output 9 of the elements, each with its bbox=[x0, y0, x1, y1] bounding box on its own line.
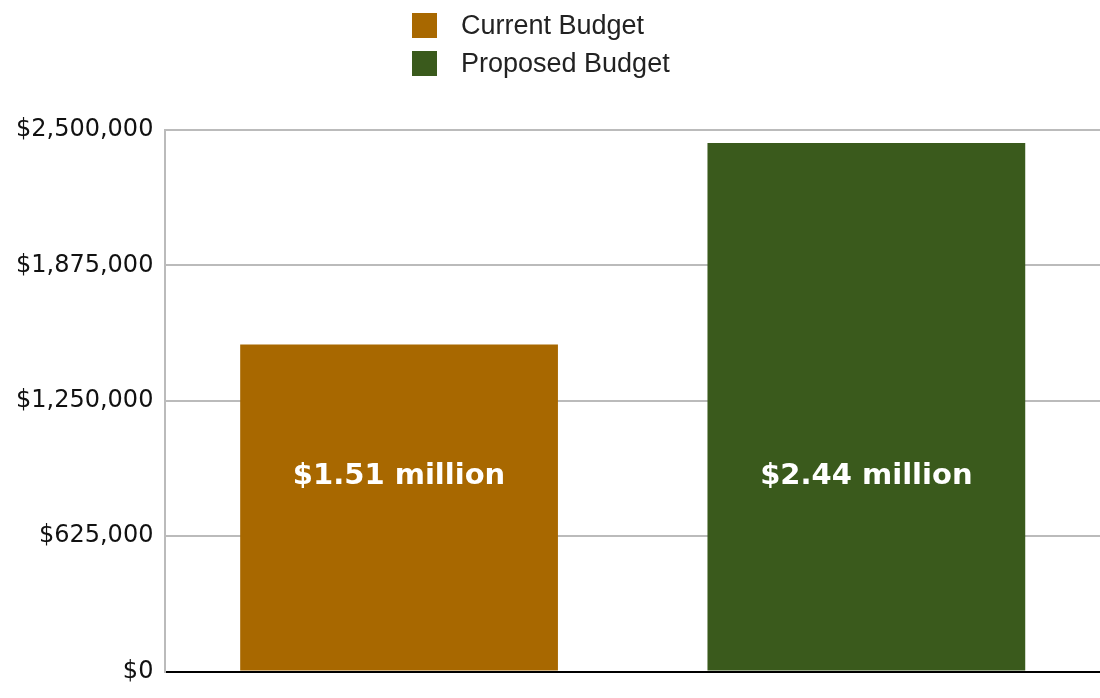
legend-label: Proposed Budget bbox=[461, 47, 670, 79]
y-tick-label: $2,500,000 bbox=[15, 114, 154, 143]
y-tick-label: $0 bbox=[122, 655, 154, 684]
data-label: $1.51 million bbox=[292, 457, 506, 492]
legend-label: Current Budget bbox=[461, 9, 645, 41]
y-tick-label: $1,250,000 bbox=[15, 385, 154, 414]
y-tick-label: $1,875,000 bbox=[15, 249, 154, 278]
y-tick-label: $625,000 bbox=[38, 520, 154, 549]
data-label: $2.44 million bbox=[760, 457, 973, 492]
